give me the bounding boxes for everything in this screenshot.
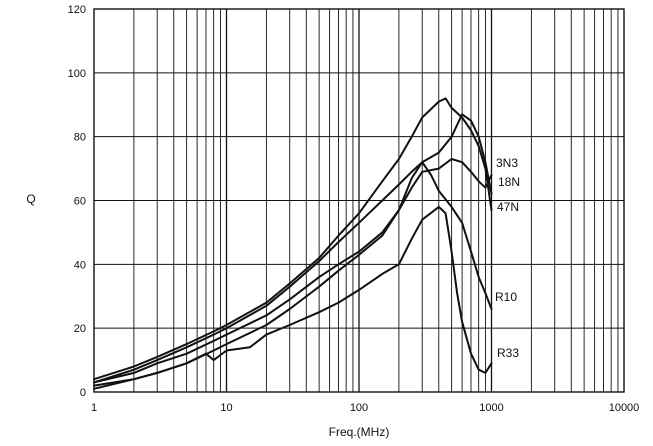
series-label-18n: 18N [498, 175, 520, 189]
y-tick-label: 80 [74, 132, 86, 144]
series-line-47n [93, 158, 493, 384]
x-tick-label: 10000 [609, 402, 640, 414]
y-tick-label: 0 [80, 387, 86, 399]
series-label-3n3: 3N3 [496, 156, 518, 170]
y-tick-label: 60 [74, 196, 86, 208]
series-line-r33 [93, 205, 493, 390]
x-tick-label: 100 [350, 402, 368, 414]
series-line-r10 [93, 161, 493, 387]
y-tick-label: 100 [68, 68, 86, 80]
plot-frame [93, 8, 625, 393]
series-label-r33: R33 [497, 346, 519, 360]
y-tick-label: 20 [74, 323, 86, 335]
y-tick-label: 120 [68, 4, 86, 16]
grid [94, 9, 624, 392]
series-line-3n3 [93, 97, 493, 381]
series-label-r10: R10 [495, 290, 517, 304]
x-axis-label: Freq.(MHz) [329, 425, 390, 439]
series-layer [93, 97, 493, 390]
series-label-47n: 47N [497, 200, 519, 214]
y-axis-label: Q [26, 192, 35, 206]
series-line-18n [93, 113, 493, 384]
x-tick-label: 1 [91, 402, 97, 414]
x-tick-label: 1000 [479, 402, 503, 414]
y-tick-label: 40 [74, 259, 86, 271]
x-tick-label: 10 [220, 402, 232, 414]
